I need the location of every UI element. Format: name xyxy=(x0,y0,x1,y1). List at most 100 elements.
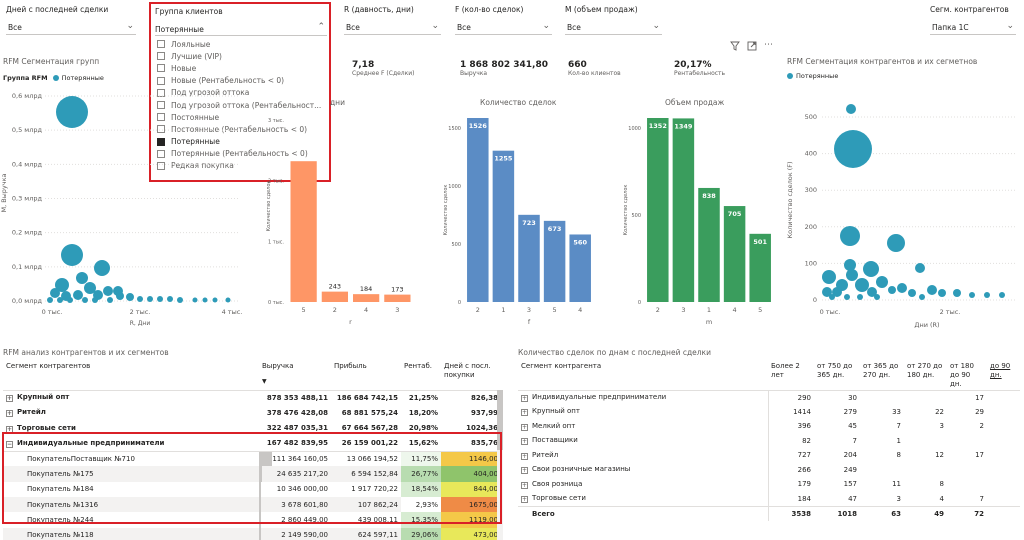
scatter-point[interactable] xyxy=(225,297,231,303)
dropdown-option[interactable]: Лучшие (VIP) xyxy=(157,50,329,62)
expand-icon[interactable]: + xyxy=(521,438,528,446)
scatter-point[interactable] xyxy=(919,294,925,300)
col-header-365-270[interactable]: от 365 до 270 дн. xyxy=(863,362,899,379)
slicer-dropdown[interactable]: Все ⌄ xyxy=(344,20,441,35)
col-header-revenue[interactable]: Выручка ▼ xyxy=(259,360,331,390)
scatter-point[interactable] xyxy=(915,263,925,273)
table-row[interactable]: + Мелкий опт 396 45 7 3 2 xyxy=(518,419,1020,434)
col-header-days[interactable]: Дней с посл. покупки xyxy=(444,362,491,379)
scatter-point[interactable] xyxy=(863,261,879,277)
table-row[interactable]: + Крупный опт 1414 279 33 22 29 xyxy=(518,404,1020,419)
legend-dot-icon[interactable] xyxy=(787,73,793,79)
scatter-point[interactable] xyxy=(177,297,183,303)
expand-icon[interactable]: + xyxy=(521,423,528,431)
scatter-point[interactable] xyxy=(113,286,123,296)
table-row[interactable]: − Индивидуальные предприниматели 167 482 8… xyxy=(3,436,501,451)
col-header-more-2y[interactable]: Более 2 лет xyxy=(771,362,800,379)
dropdown-option[interactable]: Под угрозой оттока (Рентабельност... xyxy=(157,99,329,111)
checkbox[interactable] xyxy=(157,125,165,134)
dropdown-option[interactable]: Постоянные (Рентабельность < 0) xyxy=(157,123,329,135)
table-row[interactable]: Покупатель №1316 3 678 601,80 107 862,24 2,… xyxy=(3,497,501,513)
checkbox[interactable] xyxy=(157,113,165,122)
dropdown-option[interactable]: Лояльные xyxy=(157,38,329,50)
scatter-point[interactable] xyxy=(47,297,53,303)
table-row[interactable]: + Индивидуальные предприниматели 290 30 17 xyxy=(518,390,1020,405)
legend-label[interactable]: Потерянные xyxy=(61,74,104,82)
table-row[interactable]: ПокупательПоставщик №710 111 364 160,05 13… xyxy=(3,451,501,467)
scatter-point[interactable] xyxy=(147,296,153,302)
col-header-270-180[interactable]: от 270 до 180 дн. xyxy=(907,362,943,379)
scatter-point[interactable] xyxy=(984,292,990,298)
chevron-up-icon[interactable]: ⌃ xyxy=(317,22,325,32)
bar[interactable] xyxy=(749,233,771,302)
slicer-selected[interactable]: Потерянные ⌃ xyxy=(155,22,327,36)
more-options-icon[interactable]: ⋯ xyxy=(764,40,773,50)
bar[interactable] xyxy=(290,161,317,302)
chevron-down-icon[interactable]: ⌄ xyxy=(126,21,134,31)
scatter-point[interactable] xyxy=(953,289,961,297)
col-header-segment[interactable]: Сегмент контрагентов xyxy=(6,362,91,370)
table-row[interactable]: + Своя розница 179 157 11 8 xyxy=(518,477,1020,492)
scatter-point[interactable] xyxy=(855,278,869,292)
slicer-dropdown[interactable]: Все ⌄ xyxy=(455,20,552,35)
scatter-point[interactable] xyxy=(844,259,856,271)
expand-icon[interactable]: + xyxy=(521,467,528,475)
bar[interactable] xyxy=(492,150,515,302)
expand-icon[interactable]: + xyxy=(521,452,528,460)
dropdown-option[interactable]: Новые xyxy=(157,62,329,74)
checkbox[interactable] xyxy=(157,161,165,170)
checkbox[interactable] xyxy=(157,101,165,110)
scatter-point[interactable] xyxy=(202,297,208,303)
scatter-point[interactable] xyxy=(829,294,835,300)
expand-icon[interactable]: + xyxy=(521,409,528,417)
scatter-point[interactable] xyxy=(846,269,858,281)
dropdown-option[interactable]: Потерянные xyxy=(157,136,329,148)
scatter-point[interactable] xyxy=(56,96,88,128)
checkbox[interactable] xyxy=(157,137,165,146)
scatter-point[interactable] xyxy=(840,226,860,246)
col-header-profit[interactable]: Прибыль xyxy=(334,362,367,370)
table-row[interactable]: Покупатель №184 10 346 000,00 1 917 720,22… xyxy=(3,481,501,498)
scatter-point[interactable] xyxy=(82,297,88,303)
expand-icon[interactable]: + xyxy=(521,496,528,503)
dropdown-option[interactable]: Новые (Рентабельность < 0) xyxy=(157,75,329,87)
scatter-point[interactable] xyxy=(157,296,163,302)
client-group-dropdown[interactable]: Группа клиентов Потерянные ⌃ Лояльные Луч… xyxy=(149,2,331,182)
scatter-point[interactable] xyxy=(50,288,60,298)
scatter-point[interactable] xyxy=(969,292,975,298)
scatter-point[interactable] xyxy=(908,289,916,297)
col-header-profitability[interactable]: Рентаб. xyxy=(404,362,433,370)
scatter-point[interactable] xyxy=(938,289,946,297)
checkbox[interactable] xyxy=(157,40,165,49)
table-row[interactable]: Покупатель №244 2 860 449,00 439 008,11 15,… xyxy=(3,512,501,528)
dropdown-option[interactable]: Под угрозой оттока xyxy=(157,87,329,99)
scatter-point[interactable] xyxy=(55,278,69,292)
scatter-point[interactable] xyxy=(94,260,110,276)
chevron-down-icon[interactable]: ⌄ xyxy=(1006,21,1014,31)
chevron-down-icon[interactable]: ⌄ xyxy=(652,21,660,31)
scatter-point[interactable] xyxy=(822,270,836,284)
col-header-750-365[interactable]: от 750 до 365 дн. xyxy=(817,362,853,379)
bar[interactable] xyxy=(353,294,380,302)
chevron-down-icon[interactable]: ⌄ xyxy=(542,21,550,31)
scatter-point[interactable] xyxy=(832,287,842,297)
table-total-row[interactable]: Всего 3538 1018 63 49 72 xyxy=(518,506,1020,521)
col-header-180-90[interactable]: от 180 до 90 дн. xyxy=(950,362,974,388)
dropdown-option[interactable]: Редкая покупка xyxy=(157,160,329,172)
slicer-dropdown[interactable]: Папка 1С ⌄ xyxy=(930,20,1016,35)
scatter-point[interactable] xyxy=(867,287,877,297)
expand-icon[interactable]: + xyxy=(6,425,13,433)
filter-icon[interactable] xyxy=(730,41,740,54)
bar[interactable] xyxy=(321,291,348,302)
table-row[interactable]: + Крупный опт 878 353 488,11 186 684 742,15… xyxy=(3,390,501,405)
legend-label[interactable]: Потерянные xyxy=(796,72,839,80)
scrollbar-thumb[interactable] xyxy=(497,390,503,450)
table-row[interactable]: Покупатель №175 24 635 217,20 6 594 152,84… xyxy=(3,466,501,482)
scatter-point[interactable] xyxy=(888,286,896,294)
table-row[interactable]: + Поставщики 82 7 1 xyxy=(518,433,1020,448)
scatter-point[interactable] xyxy=(927,285,937,295)
scatter-point[interactable] xyxy=(76,272,88,284)
scatter-point[interactable] xyxy=(137,296,143,302)
expand-icon[interactable]: + xyxy=(6,410,13,418)
scatter-point[interactable] xyxy=(876,276,888,288)
